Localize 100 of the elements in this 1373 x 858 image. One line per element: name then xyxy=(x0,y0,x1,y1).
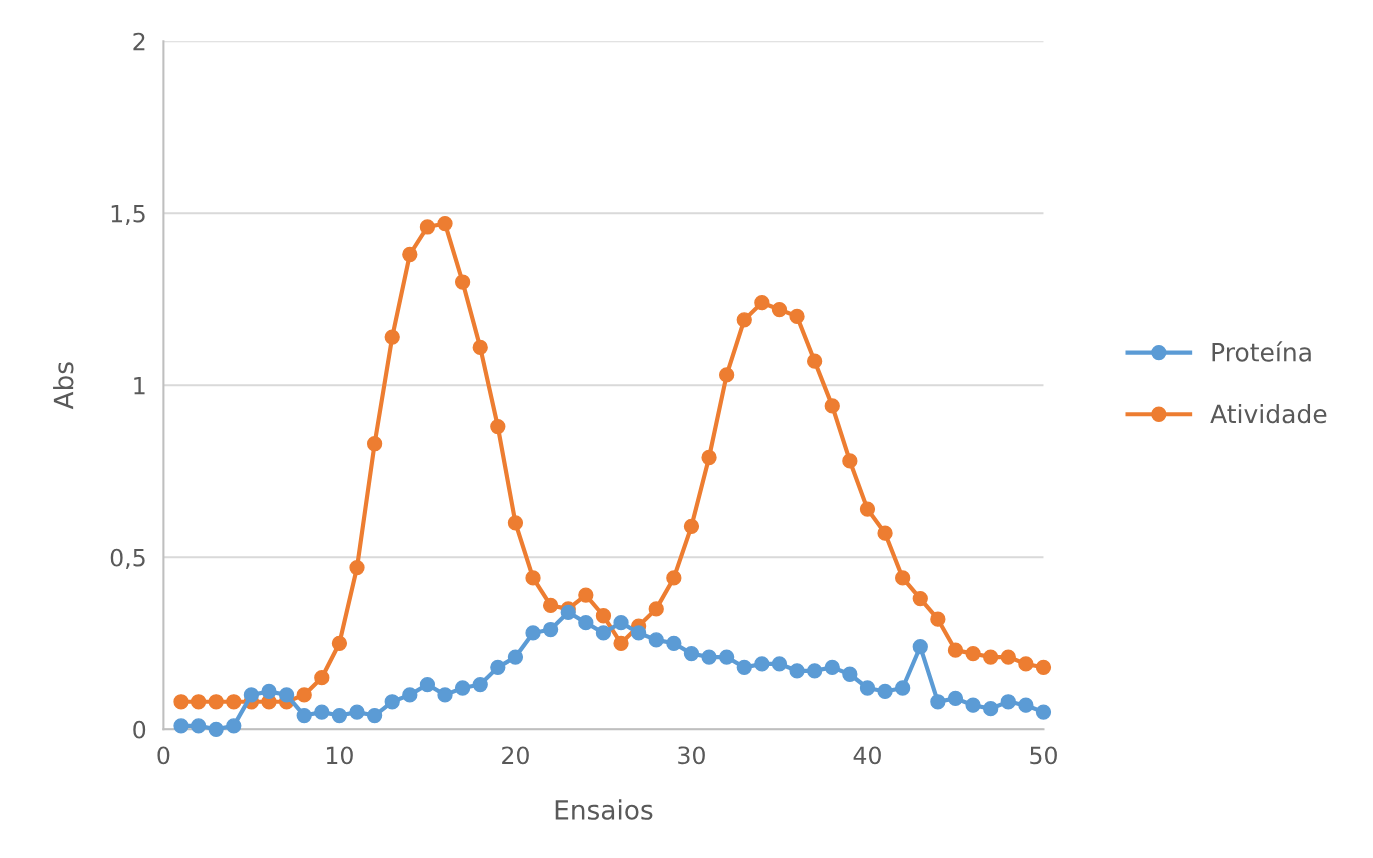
point xyxy=(349,559,365,576)
point xyxy=(437,687,453,703)
point xyxy=(190,694,207,710)
x-tick-label: 30 xyxy=(678,746,705,765)
point xyxy=(789,308,805,325)
y-tick-label: 0 xyxy=(133,720,146,739)
point xyxy=(454,274,471,290)
point xyxy=(613,635,629,651)
point xyxy=(296,707,312,724)
point xyxy=(226,718,242,734)
x-tick-label: 0 xyxy=(157,746,170,765)
point xyxy=(243,687,260,703)
point xyxy=(208,721,224,737)
point xyxy=(701,449,717,466)
point xyxy=(736,312,752,328)
point xyxy=(366,436,383,452)
point xyxy=(648,601,664,617)
point xyxy=(965,697,981,713)
point xyxy=(683,518,700,534)
point xyxy=(771,301,788,318)
point xyxy=(1035,659,1052,676)
point xyxy=(807,663,823,679)
x-tick-label: 10 xyxy=(326,746,353,765)
point xyxy=(331,707,348,724)
point xyxy=(1035,704,1052,720)
point xyxy=(314,670,330,686)
point xyxy=(542,597,559,614)
point xyxy=(912,590,928,607)
point xyxy=(226,694,242,710)
point xyxy=(507,515,524,531)
point xyxy=(895,680,911,696)
y-tick-label: 1,5 xyxy=(111,204,145,225)
point xyxy=(402,246,418,263)
point xyxy=(842,666,858,682)
point xyxy=(1000,694,1016,710)
y-tick-label: 2 xyxy=(133,32,145,51)
point xyxy=(701,649,717,665)
point xyxy=(490,659,506,676)
point xyxy=(789,663,805,679)
x-tick-label: 40 xyxy=(853,746,881,765)
point xyxy=(525,570,541,586)
point xyxy=(683,645,700,662)
point xyxy=(208,694,224,710)
point xyxy=(402,687,418,703)
point xyxy=(983,701,999,717)
point xyxy=(947,690,964,706)
point xyxy=(507,649,524,665)
point xyxy=(754,295,770,311)
point xyxy=(173,694,189,710)
point xyxy=(666,570,682,586)
y-tick-label: 0,5 xyxy=(110,548,145,569)
point xyxy=(930,694,946,710)
point xyxy=(630,625,647,641)
point xyxy=(824,659,840,676)
point xyxy=(877,683,893,700)
point xyxy=(472,676,488,693)
point xyxy=(648,632,664,648)
y-axis-title: Abs xyxy=(53,362,74,410)
point xyxy=(754,656,770,672)
point xyxy=(930,611,946,627)
point xyxy=(454,680,471,696)
point xyxy=(771,656,788,672)
point xyxy=(807,353,823,369)
x-axis-title: Ensaios xyxy=(555,799,653,820)
x-tick-label: 20 xyxy=(502,746,529,765)
point xyxy=(578,615,594,631)
point xyxy=(824,398,840,414)
point xyxy=(859,680,876,696)
point xyxy=(912,639,928,655)
point xyxy=(190,718,207,734)
x-tick-label: 50 xyxy=(1030,746,1057,765)
point xyxy=(314,704,330,720)
point xyxy=(965,645,981,662)
point xyxy=(419,219,436,235)
point xyxy=(666,635,682,651)
point xyxy=(859,501,876,517)
point xyxy=(384,694,400,710)
point xyxy=(261,683,277,700)
point xyxy=(736,659,752,676)
point xyxy=(613,615,629,631)
point xyxy=(384,329,400,345)
point xyxy=(525,625,541,641)
point xyxy=(278,687,295,703)
point xyxy=(719,649,735,665)
point xyxy=(842,453,858,469)
point xyxy=(437,215,453,232)
point xyxy=(595,608,612,624)
point xyxy=(542,621,559,638)
point xyxy=(719,367,735,383)
point xyxy=(490,418,506,435)
point xyxy=(173,718,189,734)
point xyxy=(595,625,612,641)
legend-label: Proteína xyxy=(1212,341,1311,362)
legend-label: Atividade xyxy=(1210,403,1327,424)
point xyxy=(419,676,436,693)
point xyxy=(947,642,964,658)
point xyxy=(472,339,488,356)
point xyxy=(349,704,365,720)
point xyxy=(895,570,911,586)
point xyxy=(366,707,383,724)
